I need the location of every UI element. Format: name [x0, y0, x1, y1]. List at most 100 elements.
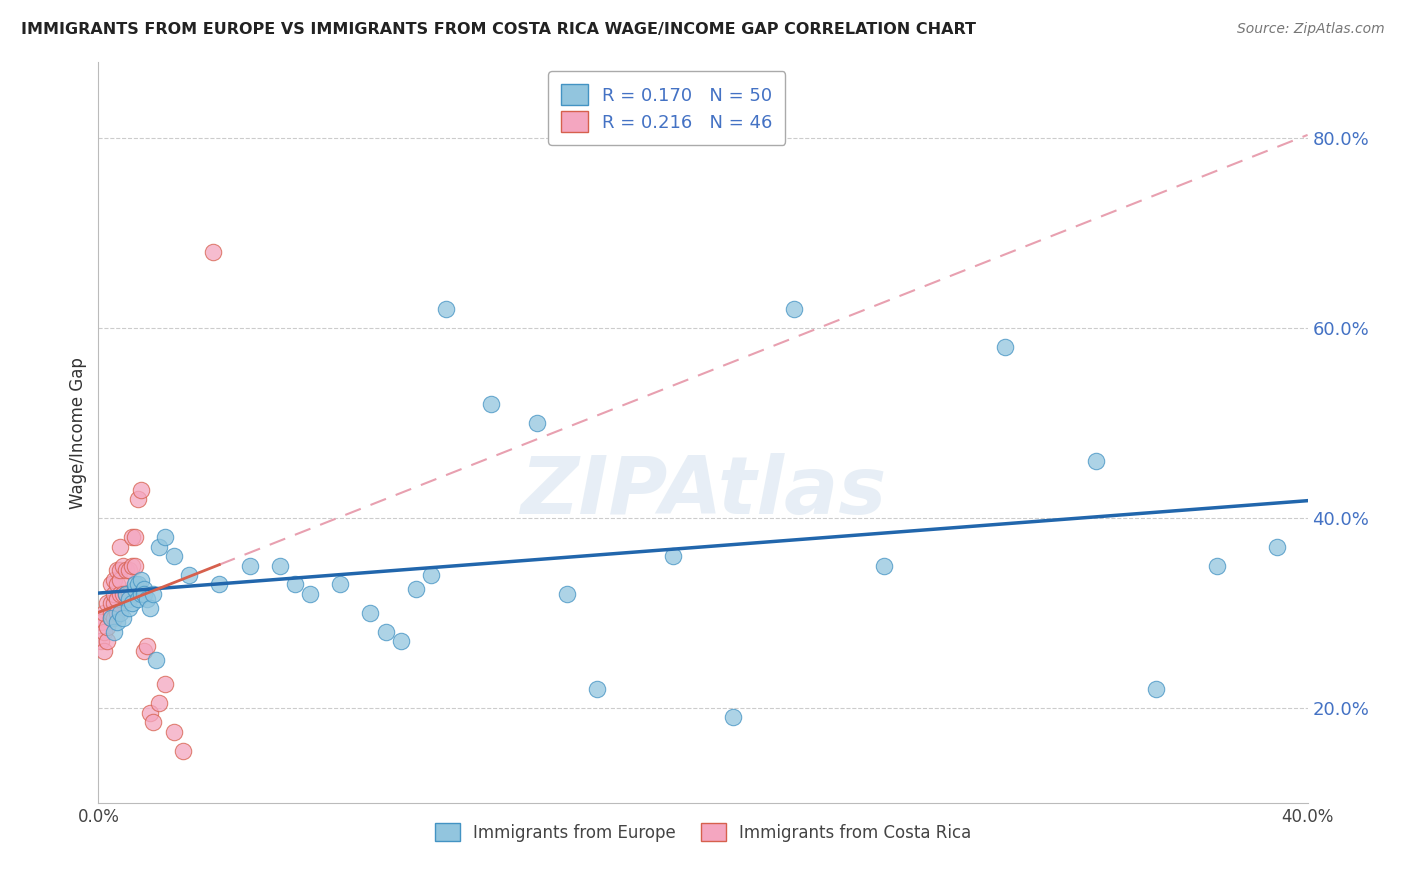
Point: [124, 577, 146, 591]
Point: [108, 587, 131, 601]
Point: [90, 615, 112, 630]
Point: [103, 611, 125, 625]
Point: [100, 606, 122, 620]
Point: [103, 587, 125, 601]
Point: [129, 483, 152, 497]
Text: IMMIGRANTS FROM EUROPE VS IMMIGRANTS FROM COSTA RICA WAGE/INCOME GAP CORRELATION: IMMIGRANTS FROM EUROPE VS IMMIGRANTS FRO…: [21, 22, 976, 37]
Point: [142, 587, 165, 601]
Point: [100, 611, 122, 625]
Point: [153, 530, 176, 544]
Point: [90, 611, 112, 625]
Point: [145, 653, 167, 667]
Legend: Immigrants from Europe, Immigrants from Costa Rica: Immigrants from Europe, Immigrants from …: [426, 815, 980, 850]
Point: [405, 582, 427, 597]
Point: [163, 724, 186, 739]
Point: [135, 639, 157, 653]
Point: [132, 644, 155, 658]
Point: [129, 587, 152, 601]
Point: [135, 591, 157, 606]
Point: [118, 591, 141, 606]
Point: [111, 558, 134, 573]
Point: [93, 606, 115, 620]
Point: [93, 624, 115, 639]
Point: [132, 582, 155, 597]
Point: [114, 587, 136, 601]
Point: [105, 591, 128, 606]
Point: [103, 573, 125, 587]
Point: [139, 706, 162, 720]
Point: [100, 611, 122, 625]
Point: [127, 491, 149, 506]
Point: [994, 340, 1017, 354]
Point: [118, 563, 141, 577]
Point: [100, 597, 122, 611]
Point: [284, 577, 307, 591]
Point: [90, 634, 112, 648]
Point: [299, 587, 322, 601]
Point: [121, 558, 143, 573]
Point: [100, 577, 122, 591]
Point: [481, 397, 503, 411]
Point: [239, 558, 262, 573]
Point: [111, 611, 134, 625]
Point: [105, 563, 128, 577]
Point: [873, 558, 896, 573]
Point: [124, 558, 146, 573]
Point: [121, 530, 143, 544]
Point: [93, 644, 115, 658]
Point: [148, 696, 170, 710]
Point: [124, 582, 146, 597]
Point: [142, 715, 165, 730]
Point: [114, 563, 136, 577]
Point: [127, 591, 149, 606]
Point: [1085, 454, 1108, 468]
Point: [124, 530, 146, 544]
Y-axis label: Wage/Income Gap: Wage/Income Gap: [69, 357, 87, 508]
Point: [103, 624, 125, 639]
Point: [1144, 681, 1167, 696]
Point: [139, 601, 162, 615]
Point: [389, 634, 412, 648]
Point: [111, 587, 134, 601]
Point: [108, 606, 131, 620]
Point: [1267, 540, 1289, 554]
Point: [96, 620, 118, 634]
Point: [96, 597, 118, 611]
Point: [132, 587, 155, 601]
Point: [586, 681, 609, 696]
Point: [360, 606, 382, 620]
Point: [661, 549, 683, 563]
Point: [108, 573, 131, 587]
Point: [121, 597, 143, 611]
Point: [1206, 558, 1229, 573]
Point: [179, 568, 201, 582]
Point: [118, 587, 141, 601]
Point: [118, 601, 141, 615]
Point: [105, 606, 128, 620]
Point: [208, 577, 231, 591]
Point: [96, 634, 118, 648]
Point: [172, 743, 194, 757]
Point: [105, 615, 128, 630]
Point: [526, 416, 548, 430]
Point: [420, 568, 443, 582]
Point: [153, 677, 176, 691]
Point: [103, 597, 125, 611]
Text: ZIPAtlas: ZIPAtlas: [520, 453, 886, 531]
Point: [374, 624, 396, 639]
Point: [114, 587, 136, 601]
Point: [108, 563, 131, 577]
Point: [555, 587, 578, 601]
Point: [723, 710, 745, 724]
Point: [202, 245, 225, 260]
Point: [783, 302, 806, 317]
Point: [127, 577, 149, 591]
Point: [108, 540, 131, 554]
Point: [163, 549, 186, 563]
Point: [148, 540, 170, 554]
Point: [434, 302, 457, 317]
Point: [329, 577, 352, 591]
Text: Source: ZipAtlas.com: Source: ZipAtlas.com: [1237, 22, 1385, 37]
Point: [269, 558, 291, 573]
Point: [105, 577, 128, 591]
